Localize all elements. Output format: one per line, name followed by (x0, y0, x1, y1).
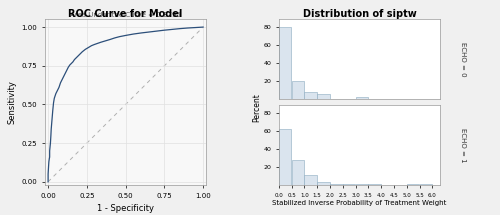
Bar (279, 129, 291, 185)
Bar (343, 184, 355, 185)
Bar (420, 184, 432, 185)
Text: Area Under the Curve = 0.8795: Area Under the Curve = 0.8795 (70, 12, 181, 18)
Bar (292, 81, 304, 99)
Bar (330, 184, 342, 185)
Bar (368, 184, 381, 185)
Bar (304, 175, 317, 185)
X-axis label: 1 - Specificity: 1 - Specificity (97, 204, 154, 213)
Bar (292, 160, 304, 185)
Bar (304, 92, 317, 99)
Bar (318, 182, 330, 185)
X-axis label: Stabilized Inverse Probability of Treatment Weight: Stabilized Inverse Probability of Treatm… (272, 200, 446, 206)
Text: Percent: Percent (252, 93, 261, 122)
Y-axis label: Sensitivity: Sensitivity (7, 80, 16, 124)
Bar (356, 97, 368, 99)
Text: ECHO = 1: ECHO = 1 (460, 128, 466, 162)
Title: Distribution of siptw: Distribution of siptw (302, 9, 416, 19)
Bar (356, 184, 368, 185)
Bar (318, 94, 330, 99)
Title: ROC Curve for Model: ROC Curve for Model (68, 9, 183, 19)
Bar (407, 184, 420, 185)
Bar (279, 27, 291, 99)
Text: ECHO = 0: ECHO = 0 (460, 42, 466, 77)
